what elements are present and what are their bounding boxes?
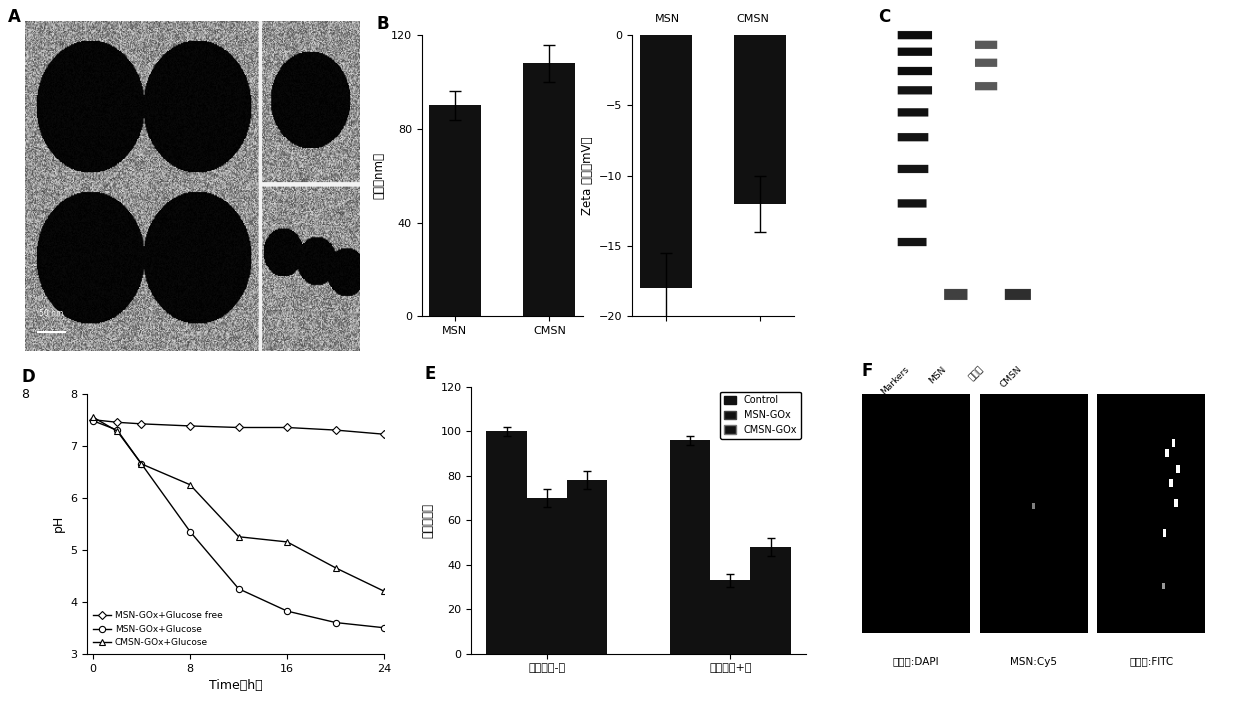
- MSN-GOx+Glucose: [231, 584, 246, 593]
- MSN-GOx+Glucose free: [182, 422, 197, 430]
- Text: CMSN: CMSN: [737, 14, 770, 24]
- Legend: MSN-GOx+Glucose free, MSN-GOx+Glucose, CMSN-GOx+Glucose: MSN-GOx+Glucose free, MSN-GOx+Glucose, C…: [92, 610, 224, 650]
- Text: MSN: MSN: [655, 14, 681, 24]
- MSN-GOx+Glucose: [134, 460, 149, 468]
- Text: 肿瘤膜: 肿瘤膜: [967, 365, 985, 382]
- MSN-GOx+Glucose free: [280, 423, 295, 432]
- MSN-GOx+Glucose: [377, 624, 392, 632]
- CMSN-GOx+Glucose: [231, 533, 246, 541]
- CMSN-GOx+Glucose: [377, 587, 392, 595]
- CMSN-GOx+Glucose: [134, 460, 149, 468]
- Text: C: C: [878, 8, 890, 26]
- Y-axis label: pH: pH: [51, 515, 64, 532]
- Text: MSN:Cy5: MSN:Cy5: [1011, 657, 1056, 666]
- MSN-GOx+Glucose: [182, 527, 197, 536]
- CMSN-GOx+Glucose: [280, 538, 295, 546]
- CMSN-GOx+Glucose: [182, 481, 197, 489]
- Text: CMSN: CMSN: [998, 365, 1024, 390]
- Text: E: E: [424, 366, 435, 383]
- Text: F: F: [862, 362, 873, 380]
- Line: CMSN-GOx+Glucose: CMSN-GOx+Glucose: [89, 414, 388, 595]
- Text: 50 nm: 50 nm: [40, 309, 63, 318]
- Text: 肿瘾膜:FITC: 肿瘾膜:FITC: [1130, 657, 1173, 666]
- Bar: [750, 547, 791, 654]
- MSN-GOx+Glucose: [329, 619, 343, 627]
- Bar: [734, 35, 786, 204]
- Bar: [670, 440, 711, 654]
- MSN-GOx+Glucose free: [86, 415, 100, 424]
- CMSN-GOx+Glucose: [109, 427, 124, 435]
- CMSN-GOx+Glucose: [329, 564, 343, 572]
- Bar: [640, 35, 692, 288]
- Bar: [429, 105, 481, 316]
- Text: B: B: [377, 15, 389, 34]
- Bar: [711, 581, 750, 654]
- Y-axis label: 细胞活性％: 细胞活性％: [422, 503, 435, 538]
- MSN-GOx+Glucose free: [329, 426, 343, 434]
- Text: Markers: Markers: [879, 365, 910, 396]
- MSN-GOx+Glucose free: [231, 423, 246, 432]
- Bar: [523, 63, 575, 316]
- Legend: Control, MSN-GOx, CMSN-GOx: Control, MSN-GOx, CMSN-GOx: [720, 392, 801, 439]
- Text: MSN: MSN: [928, 365, 947, 385]
- MSN-GOx+Glucose: [86, 416, 100, 425]
- X-axis label: Time（h）: Time（h）: [208, 679, 263, 692]
- MSN-GOx+Glucose: [109, 426, 124, 434]
- Y-axis label: 粒径（nm）: 粒径（nm）: [372, 153, 386, 199]
- Line: MSN-GOx+Glucose: MSN-GOx+Glucose: [89, 418, 388, 631]
- Text: 细胞核:DAPI: 细胞核:DAPI: [893, 657, 939, 666]
- Bar: [567, 480, 608, 654]
- MSN-GOx+Glucose free: [377, 430, 392, 439]
- Y-axis label: Zeta 电势（mV）: Zeta 电势（mV）: [580, 136, 594, 215]
- MSN-GOx+Glucose free: [134, 420, 149, 428]
- Text: A: A: [7, 8, 21, 26]
- Text: 8: 8: [21, 389, 30, 401]
- CMSN-GOx+Glucose: [86, 413, 100, 421]
- MSN-GOx+Glucose free: [109, 418, 124, 427]
- Text: D: D: [21, 368, 35, 386]
- Bar: [527, 498, 567, 654]
- MSN-GOx+Glucose: [280, 607, 295, 615]
- Line: MSN-GOx+Glucose free: MSN-GOx+Glucose free: [89, 417, 388, 437]
- Bar: [486, 431, 527, 654]
